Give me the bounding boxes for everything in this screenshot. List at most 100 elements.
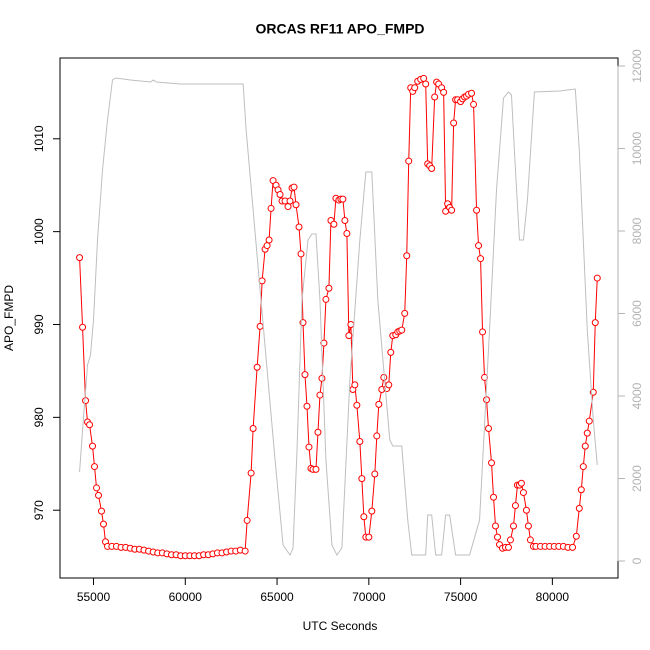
data-point bbox=[99, 520, 107, 528]
data-point bbox=[339, 195, 347, 203]
y-tick-label: 1010 bbox=[32, 125, 46, 152]
data-point bbox=[276, 191, 284, 198]
data-point bbox=[360, 513, 368, 521]
data-point bbox=[579, 463, 587, 471]
data-point bbox=[314, 428, 322, 436]
data-point bbox=[325, 284, 333, 292]
data-point bbox=[422, 80, 430, 88]
data-point bbox=[473, 206, 481, 214]
chart-title: ORCAS RF11 APO_FMPD bbox=[255, 21, 424, 37]
data-point bbox=[322, 295, 330, 303]
y2-tick-label: 2000 bbox=[630, 465, 644, 492]
x-tick-label: 80000 bbox=[536, 590, 570, 604]
data-point bbox=[524, 522, 532, 530]
data-point bbox=[526, 536, 534, 544]
data-point bbox=[593, 274, 601, 282]
data-point bbox=[428, 165, 436, 172]
x-tick-label: 55000 bbox=[77, 590, 111, 604]
data-point bbox=[475, 242, 483, 250]
data-point bbox=[511, 502, 519, 510]
data-point bbox=[353, 401, 361, 409]
data-point bbox=[301, 371, 309, 379]
data-point bbox=[347, 321, 355, 328]
data-point bbox=[401, 309, 409, 317]
data-point bbox=[86, 421, 94, 429]
y-tick-label: 980 bbox=[32, 407, 46, 427]
data-point bbox=[243, 516, 251, 524]
data-point bbox=[341, 217, 349, 224]
data-point bbox=[95, 491, 103, 499]
data-point bbox=[490, 493, 498, 501]
data-point bbox=[258, 277, 266, 285]
data-point bbox=[577, 486, 585, 494]
data-point bbox=[351, 381, 359, 389]
data-point bbox=[312, 465, 320, 473]
data-point bbox=[93, 484, 101, 492]
y-axis-label: APO_FMPD bbox=[2, 285, 16, 351]
x-tick-label: 75000 bbox=[444, 590, 478, 604]
data-point bbox=[522, 506, 530, 514]
data-point bbox=[479, 328, 487, 336]
x-tick-label: 60000 bbox=[169, 590, 203, 604]
data-point bbox=[485, 425, 493, 432]
data-point bbox=[256, 322, 264, 330]
data-point bbox=[365, 533, 373, 541]
y2-tick-label: 10000 bbox=[630, 131, 644, 165]
y2-tick-label: 8000 bbox=[630, 217, 644, 244]
data-point bbox=[373, 432, 381, 440]
data-point bbox=[375, 400, 383, 408]
data-point bbox=[494, 533, 502, 541]
data-point bbox=[320, 339, 328, 347]
data-point bbox=[267, 204, 275, 212]
data-point bbox=[249, 425, 257, 432]
x-tick-label: 65000 bbox=[260, 590, 294, 604]
data-point bbox=[504, 543, 512, 551]
data-point bbox=[265, 236, 273, 244]
y-tick-label: 990 bbox=[32, 314, 46, 334]
data-point bbox=[297, 250, 305, 258]
data-point bbox=[305, 443, 313, 451]
data-point bbox=[303, 402, 311, 410]
x-axis-label: UTC Seconds bbox=[303, 619, 378, 633]
data-point bbox=[468, 89, 476, 97]
data-point bbox=[585, 417, 593, 425]
data-point bbox=[97, 507, 105, 515]
data-point bbox=[470, 100, 478, 108]
data-point bbox=[358, 475, 366, 483]
y2-tick-label: 12000 bbox=[630, 49, 644, 83]
y-tick-label: 970 bbox=[32, 500, 46, 520]
y2-tick-label: 0 bbox=[630, 557, 644, 564]
data-point bbox=[387, 348, 395, 356]
data-point bbox=[89, 442, 97, 450]
data-point bbox=[448, 206, 456, 214]
data-point bbox=[450, 119, 458, 127]
data-point bbox=[440, 88, 448, 96]
plot-frame bbox=[59, 57, 619, 579]
data-point bbox=[292, 201, 300, 209]
data-point bbox=[591, 319, 599, 327]
data-point bbox=[517, 479, 525, 487]
y2-tick-label: 6000 bbox=[630, 300, 644, 327]
data-point bbox=[583, 429, 591, 437]
y2-tick-label: 4000 bbox=[630, 382, 644, 409]
data-point bbox=[295, 223, 303, 231]
data-point bbox=[483, 396, 491, 404]
data-point bbox=[253, 363, 261, 371]
data-point bbox=[403, 252, 411, 260]
data-point bbox=[241, 547, 249, 555]
data-point bbox=[371, 470, 379, 478]
data-point bbox=[82, 397, 90, 405]
data-point bbox=[492, 522, 500, 530]
x-tick-label: 70000 bbox=[352, 590, 386, 604]
data-point bbox=[330, 220, 338, 228]
data-point bbox=[509, 522, 517, 530]
data-point bbox=[581, 442, 589, 450]
data-point bbox=[506, 536, 514, 544]
data-point bbox=[290, 183, 298, 191]
data-point bbox=[385, 381, 393, 389]
data-point bbox=[431, 93, 439, 101]
data-point bbox=[398, 326, 406, 334]
data-point bbox=[247, 469, 255, 477]
data-point bbox=[79, 323, 87, 331]
